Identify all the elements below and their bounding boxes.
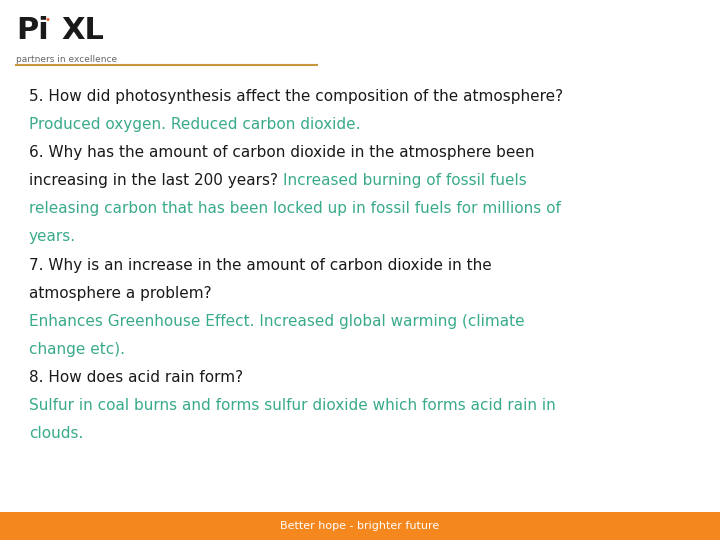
Text: change etc).: change etc). <box>29 342 125 357</box>
Text: 7. Why is an increase in the amount of carbon dioxide in the: 7. Why is an increase in the amount of c… <box>29 258 492 273</box>
Text: years.: years. <box>29 230 76 245</box>
Text: XL: XL <box>61 16 104 45</box>
Text: 8. How does acid rain form?: 8. How does acid rain form? <box>29 370 243 385</box>
Text: Pi: Pi <box>16 16 48 45</box>
Text: 6. Why has the amount of carbon dioxide in the atmosphere been: 6. Why has the amount of carbon dioxide … <box>29 145 534 160</box>
Text: Better hope - brighter future: Better hope - brighter future <box>280 521 440 531</box>
Text: Produced oxygen. Reduced carbon dioxide.: Produced oxygen. Reduced carbon dioxide. <box>29 117 360 132</box>
Text: releasing carbon that has been locked up in fossil fuels for millions of: releasing carbon that has been locked up… <box>29 201 561 217</box>
Text: 5. How did photosynthesis affect the composition of the atmosphere?: 5. How did photosynthesis affect the com… <box>29 89 563 104</box>
Text: Sulfur in coal burns and forms sulfur dioxide which forms acid rain in: Sulfur in coal burns and forms sulfur di… <box>29 398 556 413</box>
Text: Increased burning of fossil fuels: Increased burning of fossil fuels <box>283 173 526 188</box>
Text: partners in excellence: partners in excellence <box>16 55 117 64</box>
Text: increasing in the last 200 years?: increasing in the last 200 years? <box>29 173 283 188</box>
Text: clouds.: clouds. <box>29 426 84 441</box>
Text: Enhances Greenhouse Effect. Increased global warming (climate: Enhances Greenhouse Effect. Increased gl… <box>29 314 524 329</box>
Text: atmosphere a problem?: atmosphere a problem? <box>29 286 212 301</box>
Text: •: • <box>45 15 50 25</box>
Bar <box>0 512 720 540</box>
